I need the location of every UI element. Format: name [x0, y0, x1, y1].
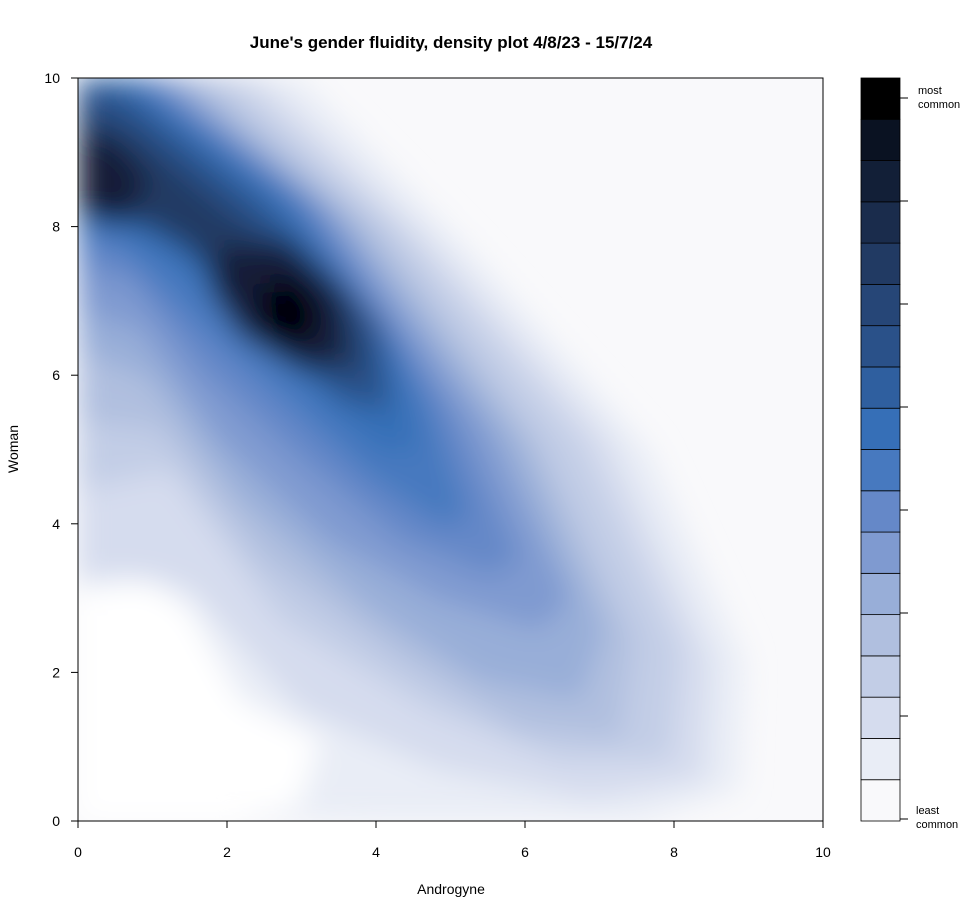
y-axis: 0 2 4 6 8 10	[44, 70, 78, 829]
legend-swatch	[860, 696, 901, 739]
x-tick-label: 2	[223, 844, 231, 860]
y-tick-label: 2	[52, 664, 60, 680]
x-tick-label: 10	[815, 844, 831, 860]
legend-swatch	[860, 779, 901, 822]
legend-swatch	[860, 242, 901, 285]
y-tick-label: 8	[52, 219, 60, 235]
x-tick-label: 0	[74, 844, 82, 860]
color-legend: most common least common	[860, 77, 960, 831]
legend-swatch	[860, 283, 901, 327]
y-tick-label: 4	[52, 516, 60, 532]
legend-swatch	[860, 118, 901, 161]
legend-swatch	[860, 572, 901, 616]
low-density-region	[78, 580, 320, 821]
legend-swatch	[860, 531, 901, 574]
plot-frame	[77, 77, 824, 822]
y-tick-label: 10	[44, 70, 60, 86]
legend-bottom-label: least common	[916, 805, 958, 831]
legend-swatch	[860, 655, 901, 698]
legend-swatch	[860, 201, 901, 244]
legend-swatch	[860, 490, 901, 533]
legend-top-label: most common	[918, 85, 960, 111]
legend-swatch	[860, 738, 901, 781]
legend-swatch	[860, 407, 901, 450]
y-axis-label: Woman	[5, 425, 21, 473]
legend-swatch	[860, 77, 901, 120]
y-tick-label: 6	[52, 367, 60, 383]
density-band	[78, 135, 150, 225]
legend-swatch	[860, 614, 901, 657]
legend-swatch	[860, 325, 901, 368]
x-tick-label: 8	[670, 844, 678, 860]
y-tick-label: 0	[52, 813, 60, 829]
chart-title: June's gender fluidity, density plot 4/8…	[250, 33, 653, 52]
plot-area	[78, 78, 823, 821]
x-tick-label: 4	[372, 844, 380, 860]
x-tick-label: 6	[521, 844, 529, 860]
x-axis: 0 2 4 6 8 10	[74, 821, 831, 860]
density-band	[260, 280, 320, 345]
legend-swatch	[860, 366, 901, 409]
legend-swatch	[860, 449, 901, 492]
x-axis-label: Androgyne	[417, 881, 485, 897]
legend-swatch	[860, 160, 901, 203]
